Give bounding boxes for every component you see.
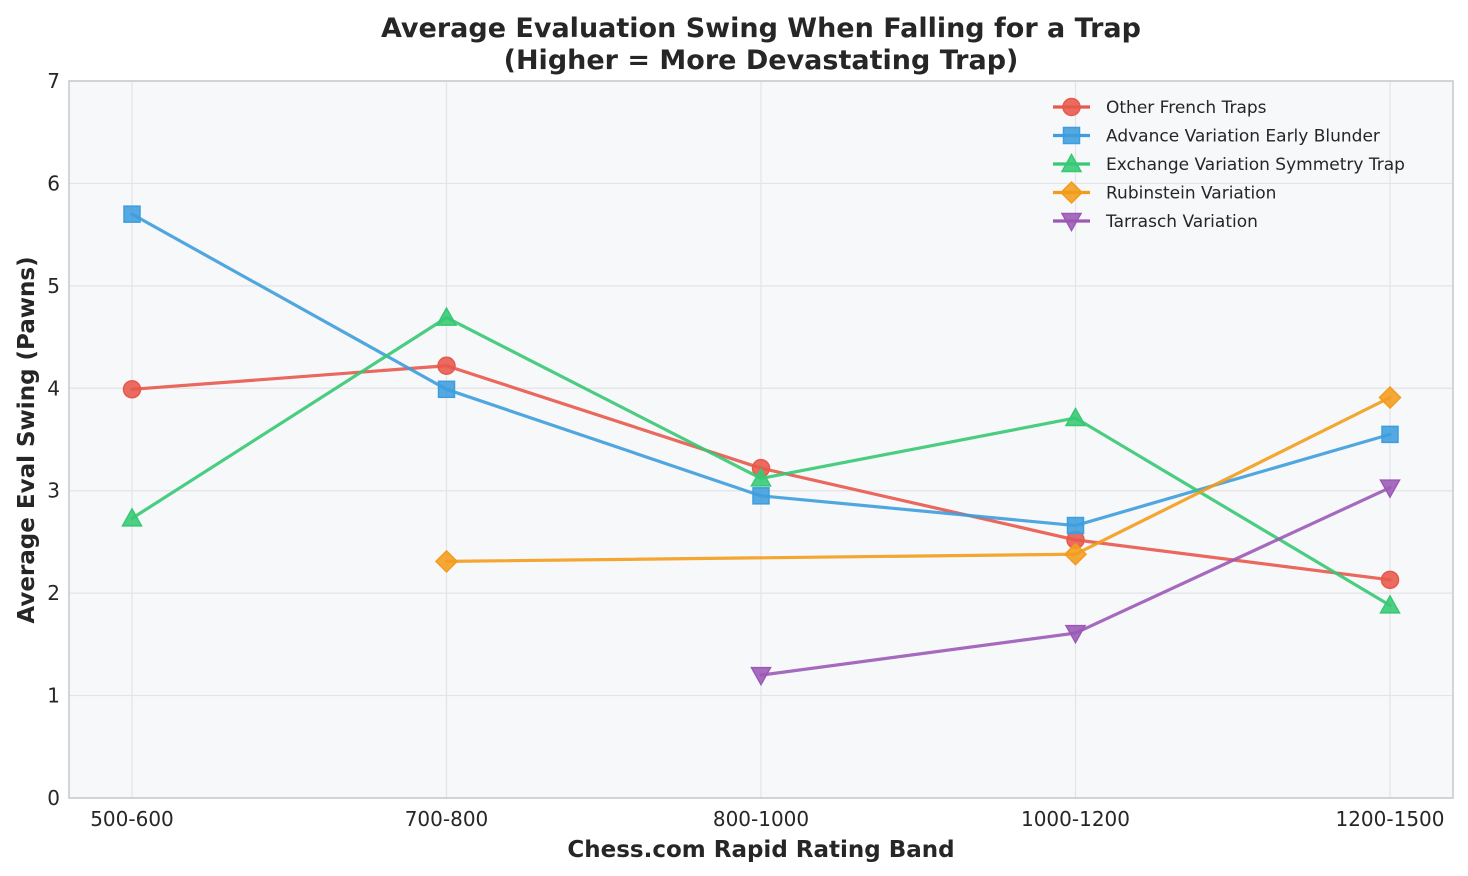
chart-title: Average Evaluation Swing When Falling fo… — [381, 13, 1141, 44]
legend-marker — [1062, 126, 1081, 145]
legend-label: Advance Variation Early Blunder — [1106, 127, 1380, 147]
legend-marker — [1059, 180, 1084, 205]
x-tick-label: 500-600 — [90, 807, 174, 831]
series-3 — [121, 306, 1401, 614]
data-point — [122, 380, 142, 399]
y-tick-label: 4 — [47, 376, 60, 400]
data-point — [1378, 385, 1402, 410]
legend-marker — [1060, 212, 1083, 233]
legend-label: Exchange Variation Symmetry Trap — [1106, 155, 1405, 175]
y-tick-label: 7 — [47, 69, 60, 93]
y-tick-label: 2 — [47, 581, 60, 605]
x-tick-label: 700-800 — [405, 807, 489, 831]
data-point — [434, 549, 459, 573]
series-layer — [121, 205, 1402, 687]
data-point — [437, 380, 456, 399]
data-point — [121, 507, 143, 527]
x-tick-label: 800-1000 — [713, 807, 809, 831]
x-tick-label: 1000-1200 — [1021, 807, 1130, 831]
data-point — [1379, 479, 1401, 499]
data-point — [750, 467, 772, 487]
legend-item: Exchange Variation Symmetry Trap — [1053, 152, 1405, 175]
y-axis-label: Average Eval Swing (Pawns) — [14, 256, 40, 623]
data-point — [1381, 425, 1399, 444]
series-5 — [750, 479, 1401, 687]
legend-label: Rubinstein Variation — [1106, 184, 1276, 204]
y-tick-label: 0 — [47, 786, 60, 810]
data-point — [1066, 516, 1085, 535]
y-tick-labels: 0 1 2 3 4 5 6 7 — [47, 69, 60, 810]
y-tick-label: 6 — [47, 171, 60, 195]
legend-item: Advance Variation Early Blunder — [1053, 127, 1380, 147]
chart-subtitle: (Higher = More Devastating Trap) — [504, 45, 1019, 76]
data-point — [752, 487, 770, 505]
series-4 — [434, 385, 1402, 573]
legend-marker — [1060, 152, 1083, 173]
legend-label: Other French Traps — [1106, 98, 1267, 118]
data-point — [1064, 624, 1087, 645]
data-point — [1064, 406, 1087, 427]
legend: Other French Traps Advance Variation Earl… — [1053, 97, 1405, 233]
y-tick-label: 3 — [47, 479, 60, 503]
data-point — [1379, 594, 1401, 614]
legend-label: Tarrasch Variation — [1105, 212, 1258, 232]
data-point — [437, 356, 456, 376]
legend-item: Other French Traps — [1053, 97, 1267, 118]
legend-marker — [1062, 97, 1081, 117]
y-tick-label: 1 — [47, 684, 60, 708]
legend-item: Rubinstein Variation — [1053, 180, 1276, 205]
y-tick-label: 5 — [47, 274, 60, 298]
x-tick-labels: 500-600 700-800 800-1000 1000-1200 1200-1500 — [90, 807, 1444, 831]
x-tick-label: 1200-1500 — [1335, 807, 1444, 831]
data-point — [1063, 542, 1088, 566]
plot-frame — [68, 80, 1454, 799]
legend-item: Tarrasch Variation — [1053, 212, 1258, 233]
data-point — [123, 205, 141, 223]
data-point — [1380, 570, 1400, 590]
series-2 — [123, 205, 1399, 535]
data-point — [750, 666, 772, 687]
data-point — [435, 306, 458, 326]
x-axis-label: Chess.com Rapid Rating Band — [567, 837, 954, 863]
